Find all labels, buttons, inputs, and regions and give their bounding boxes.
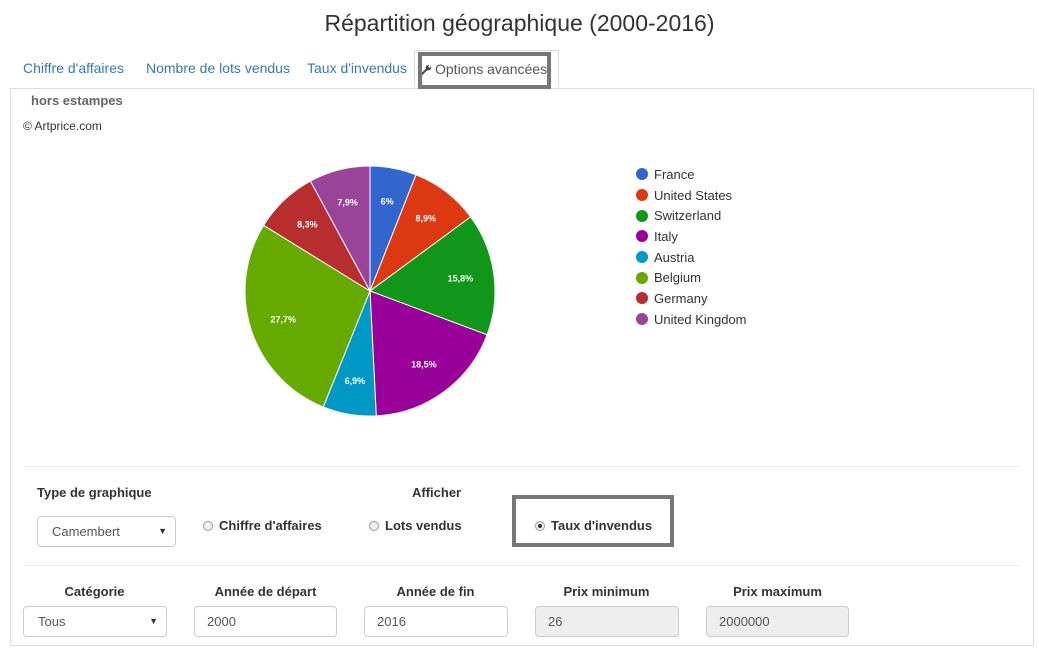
category-label: Catégorie: [64, 584, 125, 599]
end-year-label: Année de fin: [396, 584, 475, 599]
pie-slice-label: 27,7%: [271, 314, 297, 324]
legend-swatch-icon: [636, 209, 648, 222]
legend-item[interactable]: United Kingdom: [636, 309, 747, 330]
legend-label: Belgium: [654, 270, 701, 286]
category-value: Tous: [38, 614, 66, 629]
radio-unsold-rate-label: Taux d'invendus: [551, 518, 653, 533]
start-year-label: Année de départ: [214, 584, 317, 599]
tab-panel: [10, 88, 1034, 646]
chart-legend: France United States Switzerland Italy Austr…: [636, 164, 747, 330]
radio-revenue[interactable]: Chiffre d'affaires: [203, 518, 322, 533]
display-label: Afficher: [412, 485, 462, 500]
pie-slice-label: 18,5%: [411, 360, 437, 370]
legend-swatch-icon: [636, 168, 648, 181]
category-select[interactable]: Tous ▼: [23, 606, 167, 637]
legend-swatch-icon: [636, 251, 648, 264]
tab-lots-sold[interactable]: Nombre de lots vendus: [146, 60, 290, 76]
pie-slice-italy[interactable]: [369, 290, 488, 417]
legend-item[interactable]: Germany: [636, 288, 747, 309]
radio-checked-icon: [535, 520, 545, 531]
radio-unchecked-icon: [369, 520, 379, 531]
page-title: Répartition géographique (2000-2016): [324, 10, 715, 36]
legend-swatch-icon: [636, 313, 648, 326]
chart-type-label: Type de graphique: [37, 485, 152, 500]
chart-credit: © Artprice.com: [23, 119, 102, 133]
pie-slice-united-kingdom[interactable]: [309, 165, 371, 292]
legend-item[interactable]: Austria: [636, 247, 747, 268]
radio-unchecked-icon: [203, 520, 213, 531]
legend-label: Germany: [654, 290, 708, 306]
radio-unsold-rate[interactable]: Taux d'invendus: [535, 518, 652, 533]
pie-slice-label: 8,9%: [415, 214, 436, 224]
pie-slice-label: 6%: [381, 196, 394, 206]
tab-unsold-rate[interactable]: Taux d'invendus: [307, 60, 407, 76]
chart-type-value: Camembert: [52, 524, 120, 539]
divider: [24, 565, 1020, 566]
legend-label: Switzerland: [654, 208, 722, 224]
legend-label: Austria: [654, 249, 695, 265]
tab-advanced-options-label: Options avancées: [435, 61, 548, 77]
radio-lots-sold-label: Lots vendus: [385, 518, 462, 533]
tab-revenue[interactable]: Chiffre d'affaires: [23, 60, 124, 76]
pie-slice-label: 7,9%: [337, 198, 358, 208]
chart-type-select[interactable]: Camembert ▼: [37, 516, 176, 547]
max-price-label: Prix maximum: [733, 584, 822, 599]
end-year-input[interactable]: 2016: [364, 606, 508, 637]
pie-slice-switzerland[interactable]: [368, 216, 496, 336]
pie-chart: 6% 8,9% 15,8% 18,5% 6,9% 27,7% 8,3% 7,9%: [244, 165, 496, 417]
legend-item[interactable]: France: [636, 164, 747, 185]
pie-slice-label: 8,3%: [297, 220, 318, 230]
radio-lots-sold[interactable]: Lots vendus: [369, 518, 462, 533]
divider: [24, 466, 1020, 467]
pie-slice-label: 15,8%: [448, 273, 474, 283]
legend-item[interactable]: Belgium: [636, 267, 747, 288]
legend-swatch-icon: [636, 292, 648, 305]
legend-label: France: [654, 166, 695, 182]
start-year-input[interactable]: 2000: [194, 606, 337, 637]
wrench-icon: [420, 51, 432, 88]
caret-down-icon: ▼: [149, 616, 158, 626]
legend-swatch-icon: [636, 189, 648, 202]
pie-slice-label: 6,9%: [345, 376, 366, 386]
caret-down-icon: ▼: [158, 526, 167, 536]
legend-swatch-icon: [636, 271, 648, 284]
tab-advanced-options[interactable]: Options avancées: [414, 50, 559, 87]
legend-label: Italy: [654, 228, 678, 244]
radio-revenue-label: Chiffre d'affaires: [219, 518, 322, 533]
legend-item[interactable]: Switzerland: [636, 205, 747, 226]
legend-item[interactable]: United States: [636, 185, 747, 206]
min-price-input: 26: [535, 606, 679, 637]
max-price-input: 2000000: [706, 606, 849, 637]
legend-label: United Kingdom: [654, 311, 747, 327]
legend-item[interactable]: Italy: [636, 226, 747, 247]
chart-subtitle: hors estampes: [31, 93, 123, 108]
pie-slice-belgium[interactable]: [244, 224, 371, 408]
legend-swatch-icon: [636, 230, 648, 243]
min-price-label: Prix minimum: [563, 584, 650, 599]
legend-label: United States: [654, 187, 733, 203]
